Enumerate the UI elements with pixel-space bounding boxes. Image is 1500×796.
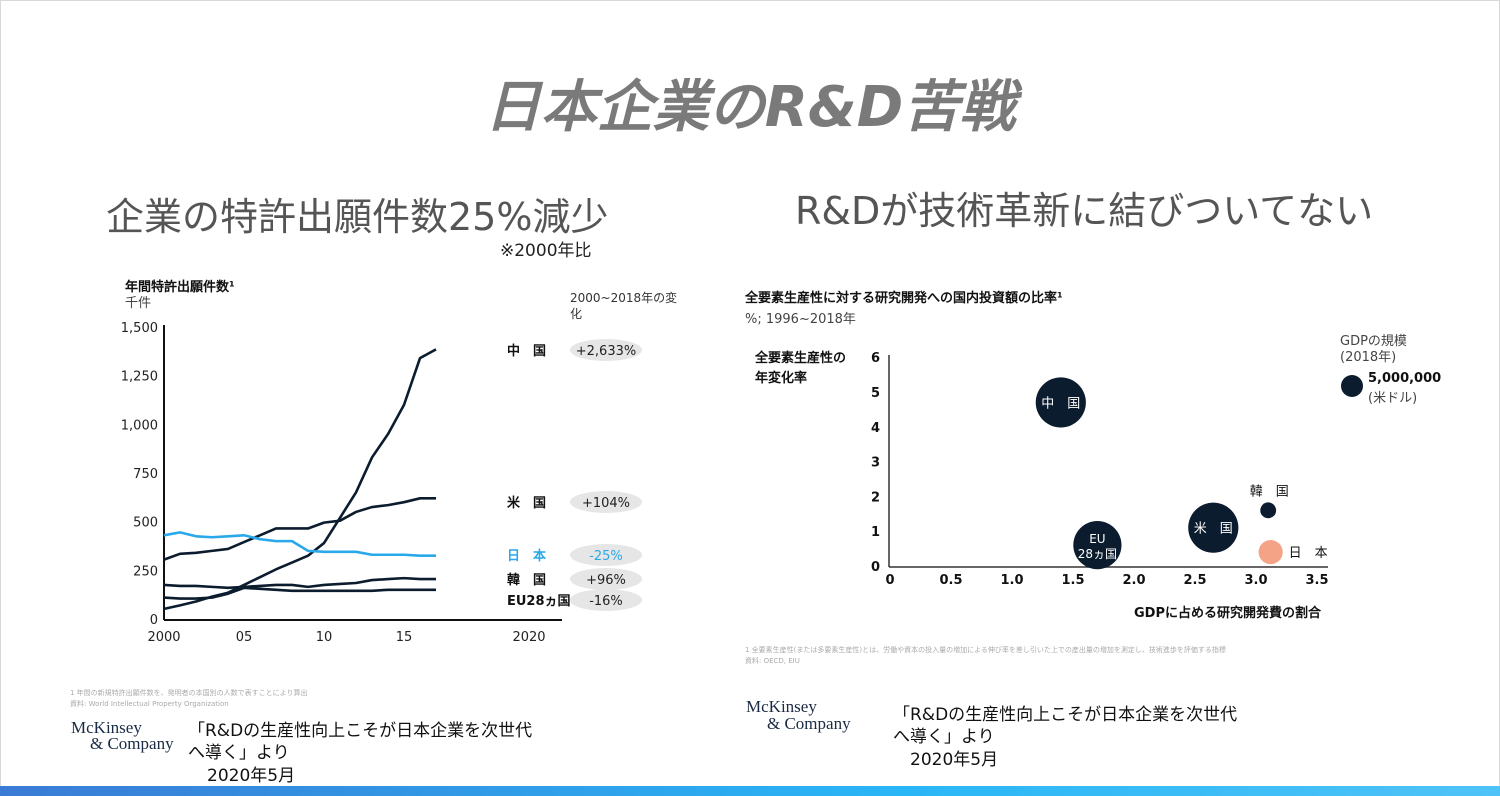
bubble-label: 28ヵ国 <box>1078 547 1117 561</box>
scatter-x-tick: 0.5 <box>939 573 962 588</box>
series-label: EU28ヵ国 <box>507 594 571 609</box>
scatter-xlabel: GDPに占める研究開発費の割合 <box>1134 606 1321 621</box>
change-pill <box>570 544 642 566</box>
y-tick-label: 1,000 <box>121 418 158 433</box>
scatter-y-tick: 6 <box>871 351 880 366</box>
change-value: -16% <box>589 594 623 609</box>
legend-value: 5,000,000 <box>1368 371 1442 386</box>
series-line <box>163 348 437 611</box>
change-pill <box>570 339 642 361</box>
y-tick-label: 250 <box>133 564 158 579</box>
series-line <box>163 586 436 600</box>
bubble <box>1188 502 1239 553</box>
series-line <box>163 497 436 561</box>
mckinsey-logo-right-2: & Company <box>767 714 851 733</box>
change-pill <box>570 589 642 611</box>
scatter-y-tick: 3 <box>871 456 880 471</box>
right-source-2: へ導く」より <box>893 727 995 747</box>
mckinsey-logo-left-1: McKinsey <box>71 718 142 737</box>
mckinsey-logo-left-2: & Company <box>90 734 174 753</box>
x-tick-label: 05 <box>236 630 253 645</box>
bubble <box>1260 502 1277 519</box>
left-source-2: へ導く」より <box>188 743 290 763</box>
right-footnote: 1 全要素生産性(または多要素生産性)とは、労働や資本の投入量の増加による伸び率… <box>745 646 1226 654</box>
left-source-note: 資料: World Intellectual Property Organiza… <box>70 700 229 708</box>
series-label: 中 国 <box>507 343 546 359</box>
x-tick-label: 2020 <box>512 630 545 645</box>
scatter-chart-title: 全要素生産性に対する研究開発への国内投資額の比率¹ <box>745 291 1063 306</box>
series-line <box>163 531 436 558</box>
scatter-x-tick: 2.0 <box>1122 573 1145 588</box>
scatter-x-tick: 1.5 <box>1061 573 1084 588</box>
left-footnote: 1 年間の新規特許出願件数を、発明者の本国別の人数で表すことにより算出 <box>70 689 308 697</box>
bubble <box>1073 521 1122 570</box>
change-value: +96% <box>586 573 626 588</box>
change-pill <box>570 491 642 513</box>
bubble-label: 韓 国 <box>1250 484 1289 499</box>
left-source-date: 2020年5月 <box>207 766 296 786</box>
line-chart-title: 年間特許出願件数¹ <box>125 280 235 295</box>
legend-bubble <box>1341 375 1363 397</box>
right-heading: R&Dが技術革新に結びついてない <box>795 189 1374 233</box>
scatter-y-tick: 0 <box>871 560 880 575</box>
scatter-y-tick: 4 <box>871 421 880 436</box>
scatter-x-tick: 3.0 <box>1244 573 1267 588</box>
left-heading: 企業の特許出願件数25%減少 <box>106 195 609 239</box>
right-source-1: 「R&Dの生産性向上こそが日本企業を次世代 <box>893 705 1238 725</box>
scatter-y-tick: 5 <box>871 386 880 401</box>
right-source-note: 資料: OECD, EIU <box>745 657 800 665</box>
scatter-chart-subtitle: %; 1996~2018年 <box>745 312 856 327</box>
change-value: +104% <box>582 496 630 511</box>
slide-title: 日本企業のR&D苦戦 <box>484 75 1016 140</box>
y-tick-label: 1,250 <box>121 370 158 385</box>
legend-title-2: (2018年) <box>1340 350 1397 365</box>
x-tick-label: 15 <box>396 630 413 645</box>
scatter-y-tick: 2 <box>871 490 880 505</box>
bubble-label: EU <box>1089 532 1105 546</box>
change-value: -25% <box>589 549 623 564</box>
baseline-note: ※2000年比 <box>500 241 592 261</box>
bubble-label: 日 本 <box>1289 546 1328 561</box>
bubble <box>1258 540 1283 565</box>
series-label: 米 国 <box>507 495 546 511</box>
scatter-x-tick: 1.0 <box>1000 573 1023 588</box>
left-source-1: 「R&Dの生産性向上こそが日本企業を次世代 <box>188 721 533 741</box>
y-tick-label: 0 <box>150 613 158 628</box>
bubble-label: 中 国 <box>1041 396 1080 411</box>
x-tick-label: 2000 <box>147 630 180 645</box>
scatter-x-tick: 3.5 <box>1305 573 1328 588</box>
right-source-date: 2020年5月 <box>910 750 999 770</box>
x-tick-label: 10 <box>316 630 333 645</box>
line-chart-unit: 千件 <box>125 296 152 311</box>
legend-title-1: GDPの規模 <box>1340 334 1407 349</box>
y-tick-label: 1,500 <box>121 321 158 336</box>
y-tick-label: 750 <box>133 467 158 482</box>
series-label: 韓 国 <box>507 572 546 588</box>
change-pill <box>570 568 642 590</box>
bottom-accent-bar <box>0 786 1500 796</box>
bubble <box>1035 377 1086 428</box>
scatter-y-tick: 1 <box>871 525 880 540</box>
scatter-x-tick: 2.5 <box>1183 573 1206 588</box>
y-tick-label: 500 <box>133 516 158 531</box>
scatter-ylabel-2: 年変化率 <box>755 371 808 386</box>
mckinsey-logo-right-1: McKinsey <box>746 697 817 716</box>
series-label: 日 本 <box>507 548 546 564</box>
change-value: +2,633% <box>576 344 636 359</box>
scatter-x-tick: 0 <box>885 573 894 588</box>
bubble-label: 米 国 <box>1194 522 1233 537</box>
legend-unit: (米ドル) <box>1368 391 1418 406</box>
scatter-ylabel-1: 全要素生産性の <box>755 351 847 366</box>
change-header: 2000~2018年の変化 <box>570 291 678 321</box>
series-line <box>163 576 436 590</box>
